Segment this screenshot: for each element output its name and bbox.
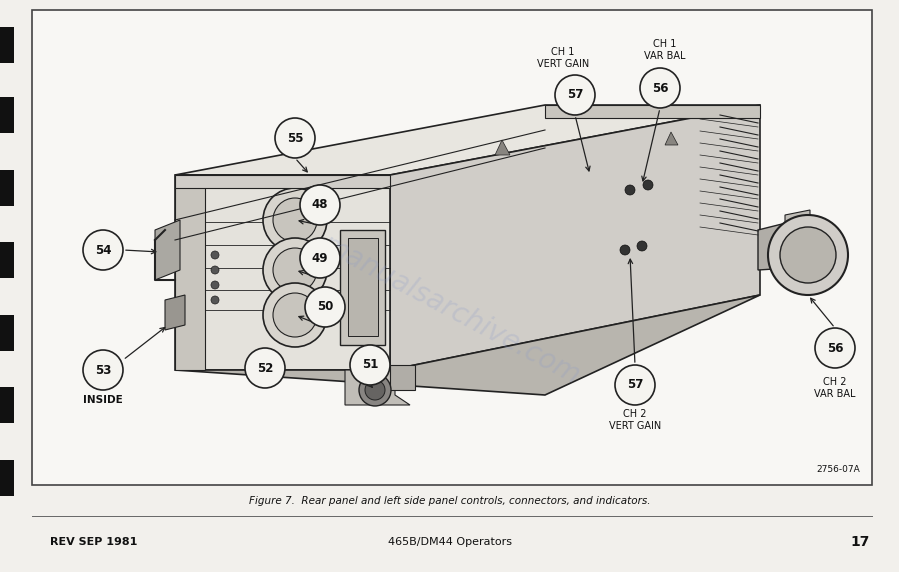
Circle shape <box>780 227 836 283</box>
Circle shape <box>359 374 391 406</box>
Circle shape <box>275 118 315 158</box>
Circle shape <box>263 283 327 347</box>
Bar <box>348 238 378 336</box>
Text: 48: 48 <box>312 198 328 212</box>
Polygon shape <box>175 105 760 175</box>
Text: 56: 56 <box>652 81 668 94</box>
Text: 55: 55 <box>287 132 303 145</box>
Text: INSIDE: INSIDE <box>83 395 123 405</box>
Bar <box>32 10 872 485</box>
Text: Figure 7.  Rear panel and left side panel controls, connectors, and indicators.: Figure 7. Rear panel and left side panel… <box>249 496 651 506</box>
Text: 52: 52 <box>257 362 273 375</box>
Circle shape <box>768 215 848 295</box>
Circle shape <box>643 180 653 190</box>
Circle shape <box>625 185 635 195</box>
Circle shape <box>637 241 647 251</box>
Text: CH 2
VAR BAL: CH 2 VAR BAL <box>814 377 856 399</box>
Circle shape <box>273 248 317 292</box>
Polygon shape <box>175 175 390 188</box>
Text: 57: 57 <box>627 379 643 391</box>
Text: CH 2
VERT GAIN: CH 2 VERT GAIN <box>609 409 661 431</box>
Circle shape <box>211 281 219 289</box>
Circle shape <box>211 266 219 274</box>
Polygon shape <box>390 105 760 370</box>
Circle shape <box>555 75 595 115</box>
Text: 2756-07A: 2756-07A <box>816 465 860 474</box>
Polygon shape <box>758 222 790 270</box>
Polygon shape <box>175 175 205 370</box>
Circle shape <box>273 198 317 242</box>
Polygon shape <box>175 295 760 395</box>
Circle shape <box>263 188 327 252</box>
Polygon shape <box>665 132 678 145</box>
Polygon shape <box>345 370 410 405</box>
Bar <box>340 230 385 345</box>
Text: 54: 54 <box>94 244 111 256</box>
Polygon shape <box>165 295 185 330</box>
Polygon shape <box>785 210 810 275</box>
Bar <box>0 242 14 278</box>
Text: CH 1
VAR BAL: CH 1 VAR BAL <box>645 39 686 61</box>
Polygon shape <box>155 220 180 280</box>
Text: 56: 56 <box>827 341 843 355</box>
Text: CH 1
VERT GAIN: CH 1 VERT GAIN <box>537 47 589 69</box>
Circle shape <box>615 365 655 405</box>
Bar <box>0 315 14 351</box>
Text: 57: 57 <box>566 89 583 101</box>
Circle shape <box>263 238 327 302</box>
Bar <box>0 460 14 496</box>
Circle shape <box>83 230 123 270</box>
Circle shape <box>245 348 285 388</box>
Polygon shape <box>175 175 390 370</box>
Circle shape <box>83 350 123 390</box>
Polygon shape <box>545 105 760 118</box>
Circle shape <box>620 245 630 255</box>
Circle shape <box>365 380 385 400</box>
Text: 49: 49 <box>312 252 328 264</box>
Circle shape <box>211 251 219 259</box>
Text: REV SEP 1981: REV SEP 1981 <box>50 537 138 547</box>
Circle shape <box>305 287 345 327</box>
Circle shape <box>350 345 390 385</box>
Bar <box>0 27 14 63</box>
Circle shape <box>211 296 219 304</box>
Circle shape <box>273 293 317 337</box>
Circle shape <box>815 328 855 368</box>
Polygon shape <box>390 365 415 390</box>
Text: 50: 50 <box>316 300 334 313</box>
Text: 53: 53 <box>94 363 111 376</box>
Bar <box>0 387 14 423</box>
Polygon shape <box>495 140 510 155</box>
Text: 17: 17 <box>850 535 870 549</box>
Circle shape <box>300 238 340 278</box>
Text: 51: 51 <box>361 359 378 371</box>
Bar <box>0 97 14 133</box>
Text: manualsarchive.com: manualsarchive.com <box>316 230 584 390</box>
Circle shape <box>640 68 680 108</box>
Circle shape <box>300 185 340 225</box>
Text: 465B/DM44 Operators: 465B/DM44 Operators <box>388 537 512 547</box>
Bar <box>0 170 14 206</box>
